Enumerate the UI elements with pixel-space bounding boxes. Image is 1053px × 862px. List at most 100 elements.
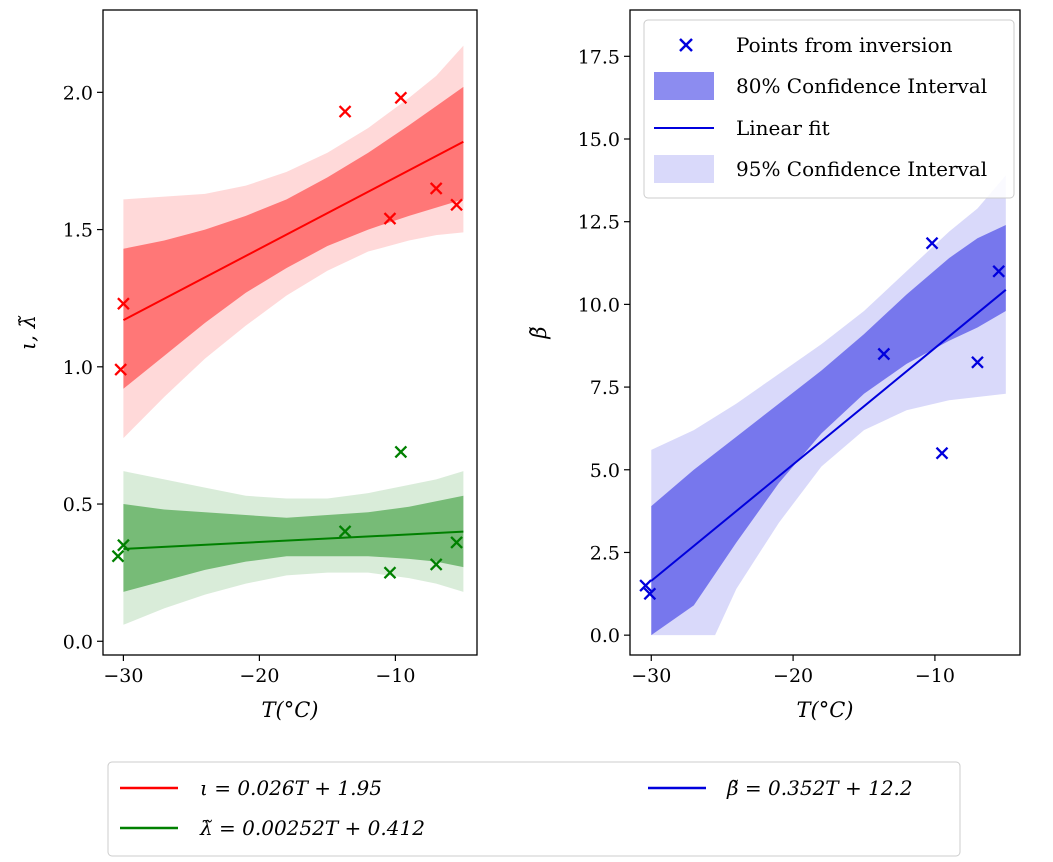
data-point (877, 347, 891, 361)
x-tick-label: −10 (375, 665, 415, 687)
data-point (643, 587, 657, 601)
data-point-stroke (383, 566, 397, 579)
data-point (450, 198, 463, 212)
data-point-stroke (394, 445, 408, 459)
right-y-axis-label: β̃ (527, 326, 551, 339)
data-point (394, 445, 408, 459)
data-point (429, 558, 443, 571)
x-tick-label: −30 (631, 665, 671, 687)
data-point-stroke (450, 536, 463, 549)
y-tick-label: 0.5 (63, 494, 93, 516)
ci95-band-1 (123, 45, 464, 439)
data-point (383, 212, 397, 225)
equation-legend-box (107, 761, 961, 857)
equation-legend-iota: ι = 0.026T + 1.95 (200, 776, 382, 800)
data-point-stroke (383, 212, 397, 225)
fit-line-2 (123, 530, 464, 550)
data-point-stroke (639, 579, 652, 592)
y-tick-label: 10.0 (578, 294, 620, 316)
y-tick-label: 17.5 (578, 46, 620, 68)
ci-legend-marker-stroke (679, 38, 693, 52)
data-point (338, 105, 352, 118)
ci80-band-1 (651, 225, 1006, 636)
ci80-band-2 (123, 495, 464, 592)
y-tick-label: 0.0 (63, 631, 93, 653)
y-tick-label: 7.5 (590, 377, 620, 399)
left-fit-lines (122, 140, 464, 550)
left-x-axis-label: T(°C) (262, 698, 319, 722)
left-panel: −30 −20 −10 0.0 0.5 1.0 1.5 2.0 T(°C) ι, λ̃ (16, 9, 478, 722)
y-tick-label: 1.5 (63, 220, 93, 242)
right-confidence-bands (651, 175, 1006, 636)
data-point-stroke (114, 363, 127, 376)
data-point-stroke (877, 347, 891, 361)
data-point-stroke (925, 236, 939, 250)
left-confidence-bands (123, 45, 464, 625)
data-point (117, 297, 130, 310)
left-y-axis-label: ι, λ̃ (16, 315, 40, 350)
data-point-stroke (394, 91, 408, 105)
ci95-band-1 (651, 175, 1006, 636)
data-point (114, 363, 127, 376)
right-fit-lines (650, 289, 1007, 582)
data-point (394, 91, 408, 105)
right-panel: −30 −20 −10 0.0 2.5 5.0 7.5 10.0 12.5 15.0 17.5 T… (527, 9, 1021, 722)
y-tick-label: 5.0 (590, 460, 620, 482)
data-point-stroke (450, 198, 463, 212)
data-point (383, 566, 397, 579)
data-point (117, 538, 130, 552)
equation-legend-lambda: λ̃ = 0.00252T + 0.412 (199, 816, 425, 840)
data-point (338, 525, 352, 538)
y-tick-label: 1.0 (63, 357, 93, 379)
equation-legend-beta: β̃ = 0.352T + 12.2 (726, 776, 913, 800)
ci80-band-1 (123, 86, 464, 389)
data-point-stroke (935, 446, 949, 460)
y-tick-label: 2.0 (63, 82, 93, 104)
fit-line-1 (650, 289, 1007, 582)
left-data-points (111, 91, 463, 579)
fit-line-1 (122, 140, 464, 322)
ci-legend: Points from inversion 80% Confidence Int… (643, 19, 1015, 199)
ci-legend-points-label: Points from inversion (736, 33, 953, 57)
data-point (935, 446, 949, 460)
data-point (992, 264, 1006, 278)
ci-legend-95-swatch (654, 155, 714, 183)
left-x-ticks: −30 −20 −10 (103, 655, 415, 687)
ci-legend-80-swatch (654, 72, 714, 100)
ci-legend-box (643, 19, 1015, 199)
ci-legend-fit-label: Linear fit (736, 116, 830, 140)
right-plot-frame (629, 9, 1021, 656)
equation-legend: ι = 0.026T + 1.95 λ̃ = 0.00252T + 0.412 … (107, 761, 961, 857)
x-tick-label: −20 (239, 665, 279, 687)
right-data-points (639, 236, 1006, 601)
right-y-ticks: 0.0 2.5 5.0 7.5 10.0 12.5 15.0 17.5 (578, 46, 630, 647)
right-x-ticks: −30 −20 −10 (631, 655, 955, 687)
data-point-stroke (117, 297, 130, 310)
data-point (429, 182, 443, 195)
left-plot-frame (102, 9, 478, 656)
data-point-stroke (971, 355, 984, 369)
ci-legend-points-marker (679, 38, 693, 52)
y-tick-label: 0.0 (590, 625, 620, 647)
ci-legend-95-label: 95% Confidence Interval (736, 157, 987, 181)
data-point-stroke (643, 587, 657, 601)
data-point (971, 355, 984, 369)
y-tick-label: 12.5 (578, 212, 620, 234)
x-tick-label: −30 (103, 665, 143, 687)
data-point-stroke (338, 525, 352, 538)
ci-legend-80-label: 80% Confidence Interval (736, 74, 987, 98)
x-tick-label: −10 (915, 665, 955, 687)
right-x-axis-label: T(°C) (797, 698, 854, 722)
ci95-band-2 (123, 471, 464, 625)
y-tick-label: 15.0 (578, 129, 620, 151)
data-point-stroke (117, 538, 130, 552)
data-point-stroke (338, 105, 352, 118)
data-point-stroke (992, 264, 1006, 278)
data-point-stroke (429, 558, 443, 571)
data-point-stroke (429, 182, 443, 195)
data-point (450, 536, 463, 549)
x-tick-label: −20 (773, 665, 813, 687)
left-y-ticks: 0.0 0.5 1.0 1.5 2.0 (63, 82, 103, 653)
